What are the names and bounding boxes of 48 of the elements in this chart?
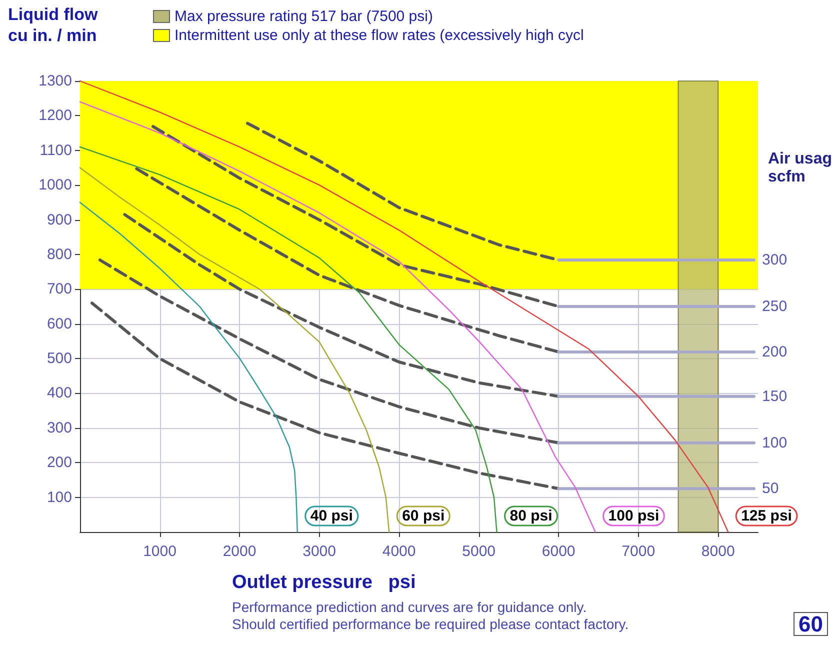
line-series <box>79 146 498 533</box>
series-label: 250 <box>762 298 788 315</box>
x-tick-label: 7000 <box>622 543 656 560</box>
y-tick-label: 100 <box>46 488 72 506</box>
series-label: 50 <box>762 480 779 498</box>
y-axis-title: Liquid flow cu in. / min <box>8 5 98 45</box>
x-tick-label: 1000 <box>143 543 176 560</box>
line-series <box>123 213 560 398</box>
y-tick-label: 800 <box>46 246 72 263</box>
series-label: 125 psi <box>741 508 792 524</box>
line-series <box>90 302 560 490</box>
line-series <box>135 167 560 354</box>
line-series <box>79 101 596 533</box>
legend-label: Max pressure rating 517 bar (7500 psi) <box>174 8 433 25</box>
x-tick-label: 6000 <box>542 543 576 560</box>
line-series <box>79 202 298 533</box>
y-tick-label: 200 <box>46 454 72 472</box>
x-tick-label: 2000 <box>222 543 256 560</box>
legend-label: Intermittent use only at these flow rates (excessively high cycl <box>174 27 584 44</box>
series-label: 150 <box>762 388 788 405</box>
text: 60 <box>798 612 824 636</box>
line-series <box>79 167 390 533</box>
y-tick-label: 900 <box>46 211 72 228</box>
y-tick-label: 400 <box>46 384 72 402</box>
x-tick-label: 3000 <box>302 543 336 560</box>
y-tick-label: 700 <box>46 280 72 298</box>
y-tick-label: 1000 <box>38 176 72 194</box>
y-tick-label: 600 <box>46 315 72 332</box>
text: Performance prediction and curves are for guidance only. <box>232 599 587 615</box>
x-tick-label: 4000 <box>382 543 416 560</box>
series-label: 200 <box>762 343 788 360</box>
text: Should certified performance be required please contact factory. <box>232 616 629 632</box>
y-tick-label: 500 <box>46 350 72 368</box>
y-tick-label: 1300 <box>38 72 72 90</box>
y-tick-label: 300 <box>46 419 72 436</box>
series-label: 100 psi <box>608 508 660 524</box>
y-tick-label: 1100 <box>40 142 72 159</box>
series-label: 60 psi <box>402 508 445 524</box>
series-label: 100 <box>762 434 788 452</box>
series-label: 40 psi <box>310 508 353 524</box>
series-label: 80 psi <box>510 508 552 524</box>
x-tick-label: 5000 <box>462 543 496 560</box>
y2-axis-title: Air usag scfm <box>768 150 832 186</box>
y-tick-label: 1200 <box>38 107 72 124</box>
x-tick-label: 8000 <box>701 543 735 560</box>
x-axis-title: Outlet pressure psi <box>232 572 416 593</box>
line-series <box>98 258 560 444</box>
series-label: 300 <box>762 252 788 269</box>
